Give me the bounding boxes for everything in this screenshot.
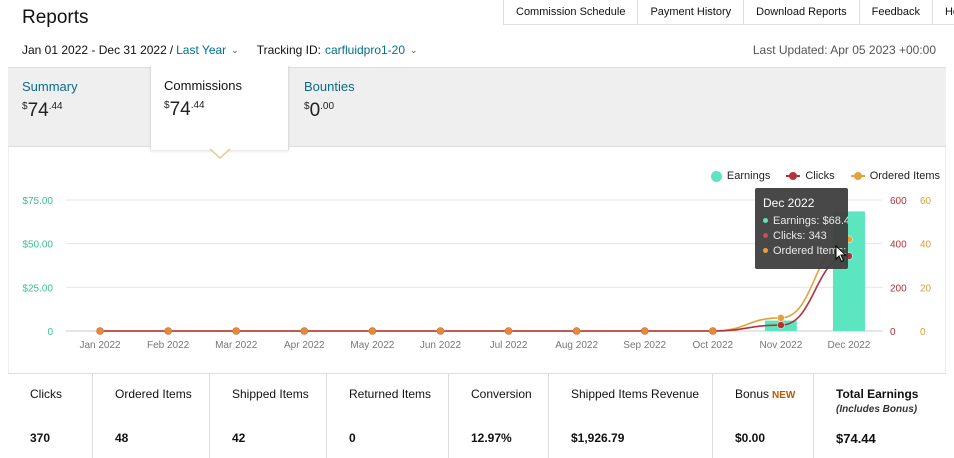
summary-tab-label: Commissions — [164, 78, 243, 93]
clicks-line — [100, 255, 849, 332]
y-left-tick-label: 0 — [47, 327, 53, 338]
x-tick-label: Sep 2022 — [623, 340, 666, 351]
summary-tabs: Summary $74.44 Bounties $0.00 — [8, 67, 946, 147]
legend-swatch-clicks — [786, 172, 801, 180]
x-tick-label: May 2022 — [350, 340, 394, 351]
stat-total-earnings: Total Earnings (Includes Bonus) $74.44 — [836, 387, 919, 446]
x-tick-label: Aug 2022 — [555, 340, 598, 351]
date-range: Jan 01 2022 - Dec 31 2022 — [22, 43, 167, 57]
tooltip-row-ordered-items: Ordered Items: 42 — [763, 245, 848, 257]
legend-label: Earnings — [726, 170, 771, 182]
y-right2-tick-label: 40 — [920, 240, 932, 251]
stat-returned-items: Returned Items 0 — [327, 374, 449, 458]
tab-payment-history[interactable]: Payment History — [638, 0, 745, 25]
zero-point — [368, 327, 377, 335]
tooltip-row-clicks: Clicks: 343 — [763, 230, 848, 242]
legend-item-earnings[interactable]: Earnings — [710, 170, 771, 182]
x-tick-label: Jan 2022 — [79, 340, 121, 351]
legend-swatch-ordered-items — [850, 172, 865, 180]
ordered-items-line — [100, 238, 850, 332]
x-tick-label: Dec 2022 — [828, 340, 871, 351]
zero-point — [164, 327, 172, 335]
stat-conversion: Conversion 12.97% — [449, 374, 549, 458]
x-tick-label: Feb 2022 — [147, 340, 190, 351]
zero-point — [232, 327, 241, 335]
bounties-amount: $0.00 — [304, 100, 335, 121]
zero-point — [504, 327, 513, 335]
y-left-tick-label: $75.00 — [22, 196, 53, 207]
tab-download-reports[interactable]: Download Reports — [744, 0, 860, 25]
active-tab-pointer — [209, 148, 231, 159]
zero-point — [96, 327, 104, 335]
summary-amount: $74.44 — [22, 100, 63, 121]
y-right2-tick-label: 0 — [920, 327, 926, 338]
legend-swatch-earnings — [710, 170, 722, 182]
x-tick-label: Oct 2022 — [692, 340, 733, 351]
x-tick-label: Apr 2022 — [284, 340, 325, 351]
tracking-label: Tracking ID: — [256, 43, 321, 57]
zero-point — [572, 327, 581, 335]
tab-feedback[interactable]: Feedback — [859, 0, 933, 25]
stat-clicks: Clicks 370 — [8, 374, 93, 458]
legend-item-ordered-items[interactable]: Ordered Items — [850, 170, 940, 182]
y-right1-tick-label: 200 — [890, 283, 907, 294]
x-tick-label: Jul 2022 — [490, 340, 528, 351]
zero-point — [436, 327, 445, 335]
chevron-down-icon: ⌄ — [231, 45, 239, 55]
x-tick-label: Mar 2022 — [215, 340, 258, 351]
page-title: Reports — [22, 7, 89, 28]
tracking-id: carfluidpro1-20 — [324, 43, 406, 57]
summary-tab-bounties[interactable]: Bounties $0.00 — [304, 79, 355, 122]
zero-point — [708, 327, 717, 335]
period-label: Last Year — [176, 43, 227, 57]
tooltip-row-earnings: Earnings: $68.46 — [763, 215, 848, 227]
new-badge: NEW — [772, 390, 796, 401]
chart-tooltip: Dec 2022 Earnings: $68.46 Clicks: 343 Or… — [755, 188, 848, 269]
mouse-pointer-icon — [835, 245, 847, 263]
tab-help[interactable]: Help — [932, 0, 954, 25]
zero-point — [300, 327, 309, 335]
y-right1-tick-label: 400 — [890, 240, 907, 251]
legend-label: Ordered Items — [869, 170, 940, 182]
stat-shipped-items: Shipped Items 42 — [210, 374, 327, 458]
y-right2-tick-label: 20 — [920, 283, 932, 294]
chart-legend: Earnings Clicks Ordered Items — [695, 170, 940, 182]
legend-item-clicks[interactable]: Clicks — [786, 170, 835, 182]
x-tick-label: Jun 2022 — [420, 340, 462, 351]
legend-label: Clicks — [805, 170, 835, 182]
tab-commission-schedule[interactable]: Commission Schedule — [504, 0, 639, 25]
stat-bonus: Bonus NEW $0.00 — [713, 374, 814, 458]
y-right1-tick-label: 0 — [890, 327, 896, 338]
chevron-down-icon: ⌄ — [410, 45, 418, 55]
y-left-tick-label: $50.00 — [22, 240, 53, 251]
y-right2-tick-label: 60 — [920, 196, 932, 207]
y-right1-tick-label: 600 — [890, 196, 907, 207]
tooltip-title: Dec 2022 — [763, 196, 815, 210]
summary-tab-commissions[interactable]: Commissions $74.44 — [150, 66, 289, 150]
date-separator: / — [169, 43, 174, 57]
zero-point — [640, 327, 649, 335]
summary-tab-label: Bounties — [304, 79, 355, 94]
summary-tab-label: Summary — [22, 79, 78, 94]
summary-tab-summary[interactable]: Summary $74.44 — [22, 79, 78, 122]
filter-row: Jan 01 2022 - Dec 31 2022 / Last Year ⌄ T… — [22, 43, 418, 57]
x-tick-label: Nov 2022 — [759, 340, 802, 351]
tracking-dropdown[interactable]: carfluidpro1-20 ⌄ — [325, 43, 418, 57]
y-left-tick-label: $25.00 — [22, 283, 53, 294]
clicks-point — [777, 321, 785, 329]
ordered-items-point — [777, 314, 785, 322]
top-nav: Commission Schedule Payment History Down… — [503, 0, 954, 25]
commissions-amount: $74.44 — [164, 99, 205, 120]
last-updated: Last Updated: Apr 05 2023 +00:00 — [752, 43, 936, 57]
stat-shipped-revenue: Shipped Items Revenue $1,926.79 — [549, 374, 713, 458]
stat-ordered-items: Ordered Items 48 — [93, 374, 210, 458]
period-dropdown[interactable]: Last Year ⌄ — [176, 43, 239, 57]
stats-bar: Clicks 370 Ordered Items 48 Shipped Items 4… — [8, 373, 946, 458]
